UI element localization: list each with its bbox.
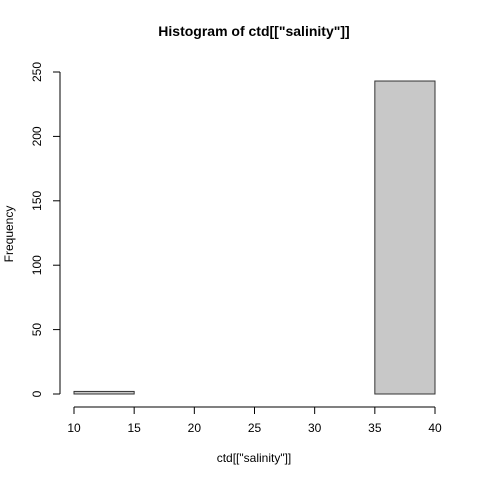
histogram-bar-5 bbox=[374, 80, 436, 395]
histogram-bar-0 bbox=[73, 390, 135, 395]
y-tick-label: 150 bbox=[30, 190, 44, 210]
x-tick-label: 20 bbox=[188, 421, 202, 435]
y-axis-label: Frequency bbox=[2, 206, 16, 263]
x-axis: 10 15 20 25 30 35 40 bbox=[67, 406, 442, 435]
y-tick-label: 50 bbox=[30, 323, 44, 337]
x-tick-label: 25 bbox=[248, 421, 262, 435]
x-tick-label: 40 bbox=[428, 421, 442, 435]
y-tick-label: 100 bbox=[30, 255, 44, 275]
x-axis-label: ctd[["salinity"]] bbox=[217, 451, 292, 465]
y-tick-label: 200 bbox=[30, 126, 44, 146]
y-axis: 0 50 100 150 200 250 bbox=[30, 62, 61, 397]
x-tick-label: 10 bbox=[67, 421, 81, 435]
x-tick-label: 15 bbox=[127, 421, 141, 435]
x-tick-label: 35 bbox=[368, 421, 382, 435]
x-tick-label: 30 bbox=[308, 421, 322, 435]
y-tick-label: 0 bbox=[30, 390, 44, 397]
chart-title: Histogram of ctd[["salinity"]] bbox=[158, 23, 349, 39]
bars-group bbox=[73, 80, 436, 395]
y-tick-label: 250 bbox=[30, 62, 44, 82]
